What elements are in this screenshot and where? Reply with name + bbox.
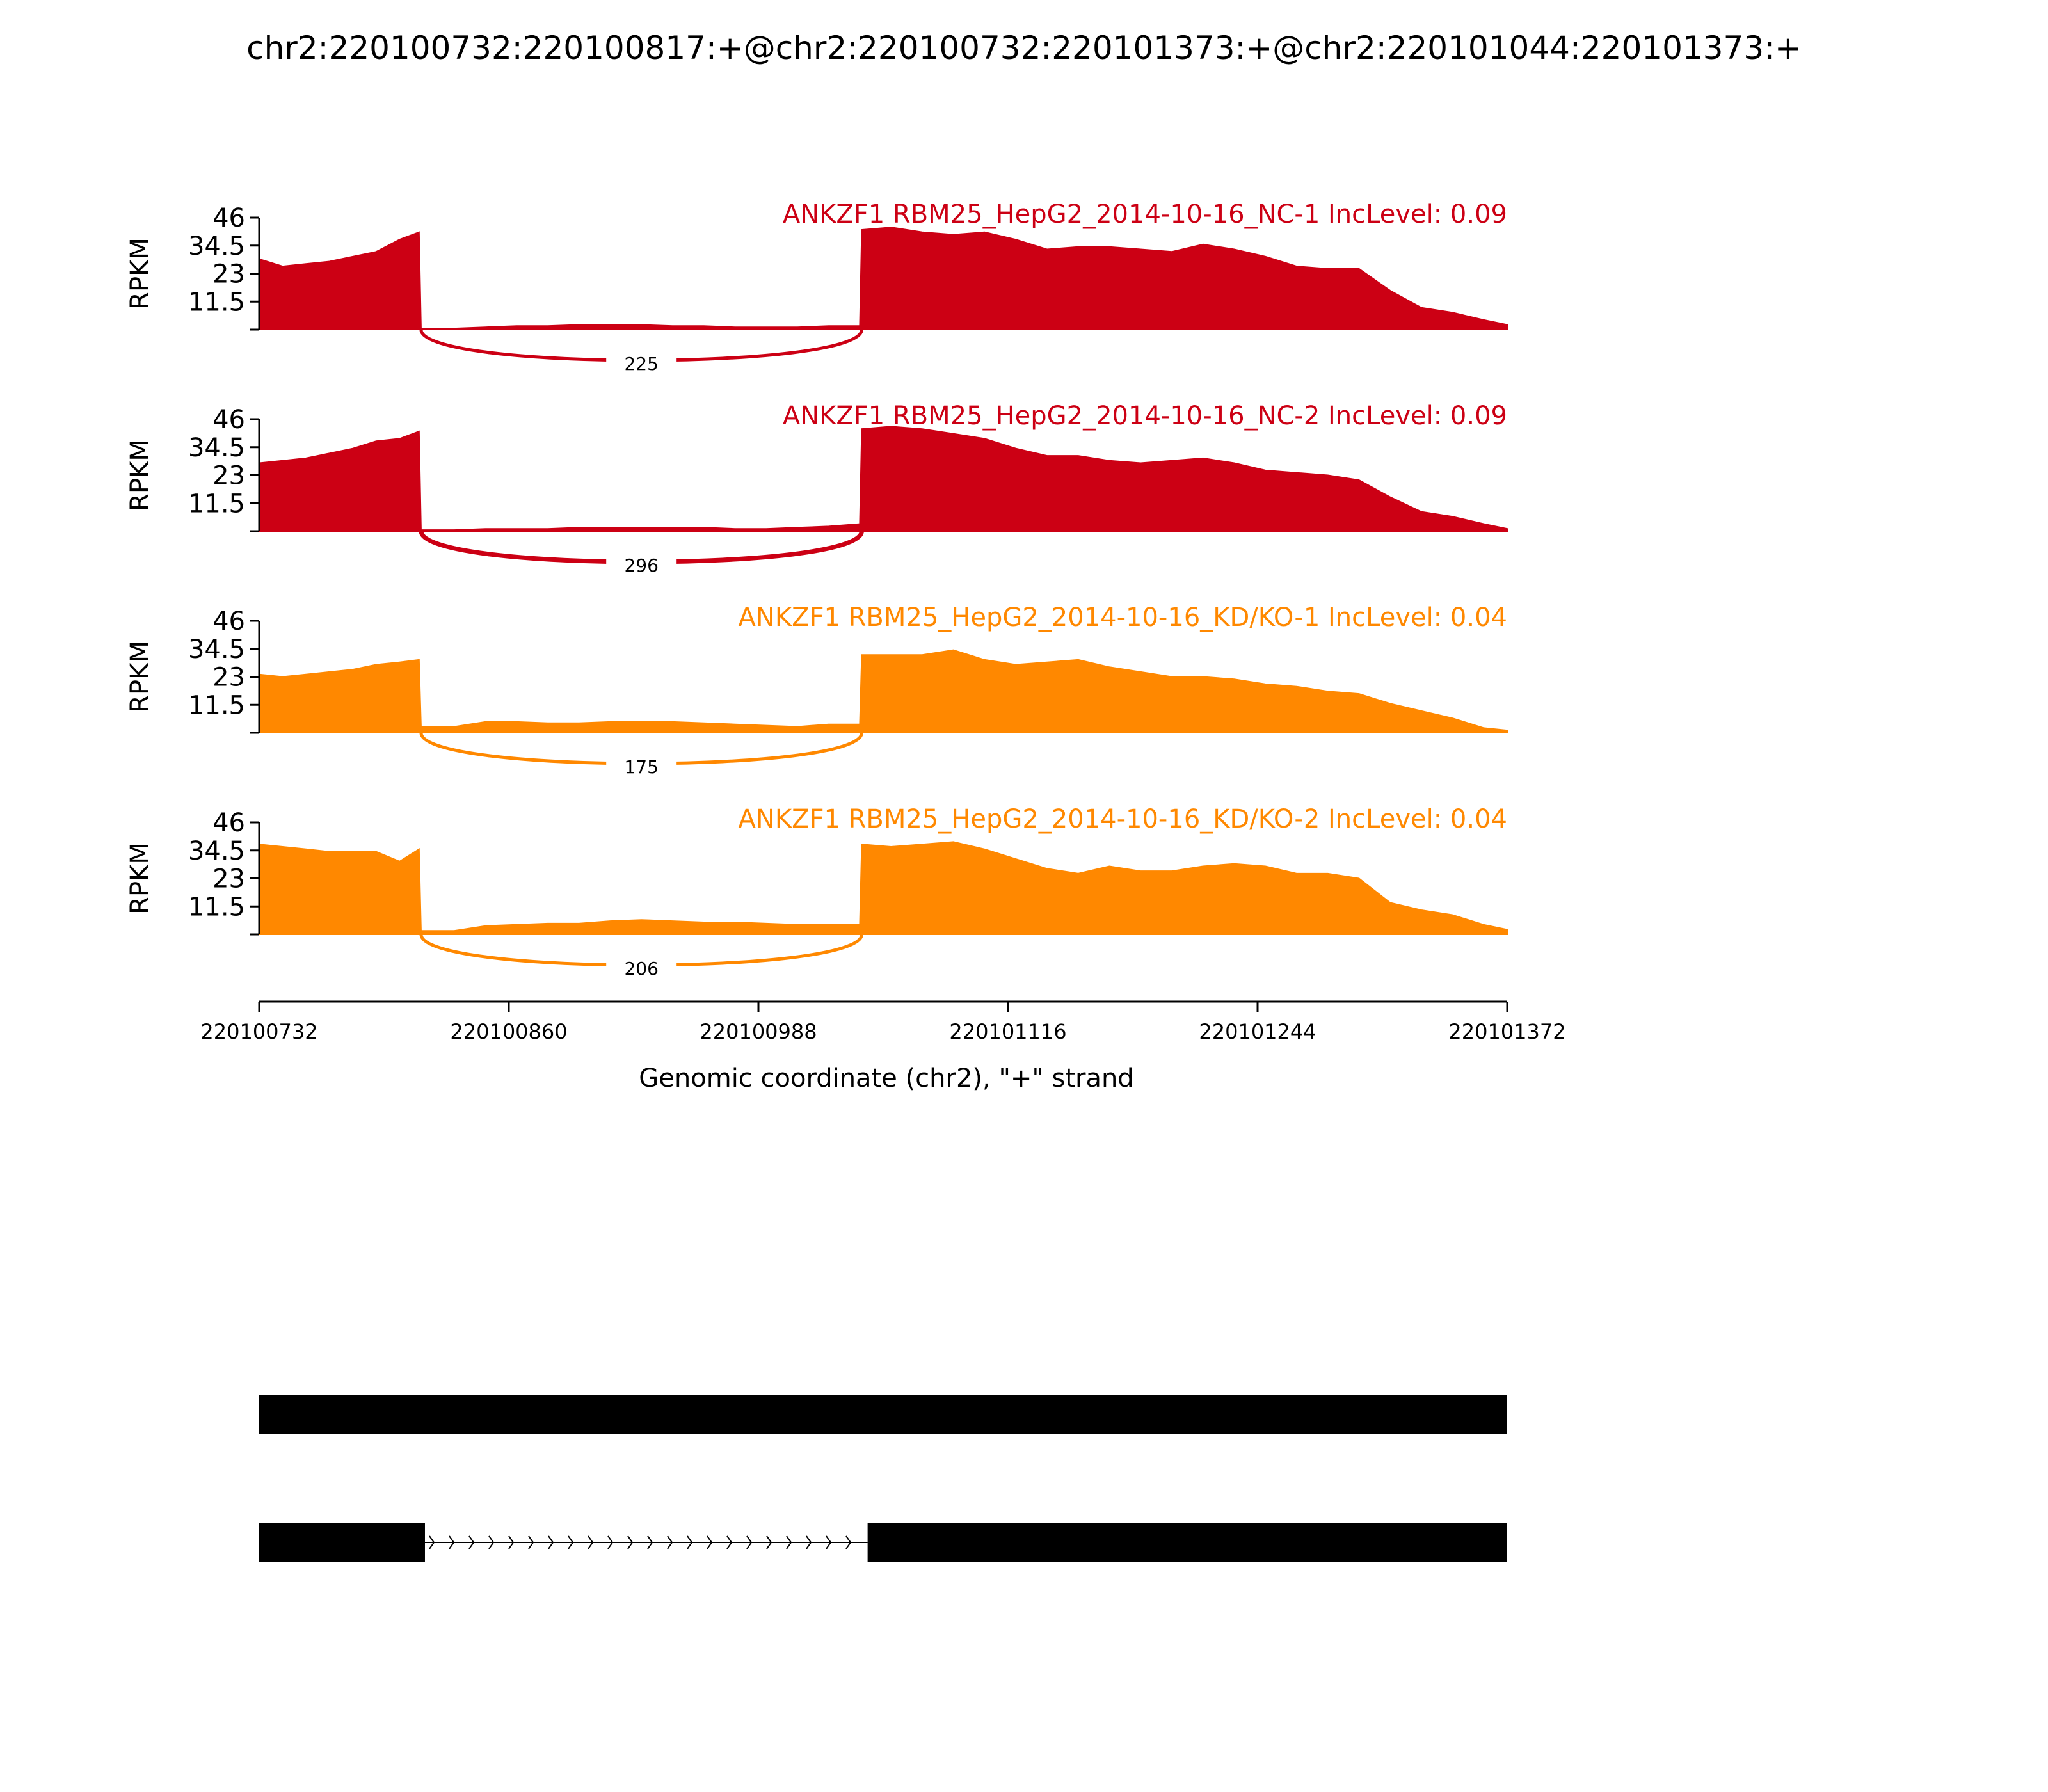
chart-title: chr2:220100732:220100817:+@chr2:22010073… bbox=[246, 29, 1802, 67]
strand-arrow bbox=[468, 1535, 475, 1549]
y-axis-label: RPKM bbox=[125, 439, 155, 511]
track-title: ANKZF1 RBM25_HepG2_2014-10-16_KD/KO-1 In… bbox=[739, 603, 1507, 632]
coverage-area bbox=[259, 227, 1508, 330]
strand-arrow bbox=[826, 1535, 832, 1549]
y-tick-label: 23 bbox=[212, 260, 245, 289]
strand-arrow bbox=[667, 1535, 673, 1549]
gene-models bbox=[259, 1395, 1507, 1562]
strand-arrow bbox=[607, 1535, 614, 1549]
y-tick-label: 11.5 bbox=[188, 287, 245, 317]
strand-arrow bbox=[707, 1535, 713, 1549]
y-tick-label: 34.5 bbox=[188, 635, 245, 664]
y-tick-label: 11.5 bbox=[188, 489, 245, 518]
y-tick-label: 34.5 bbox=[188, 232, 245, 261]
transcript bbox=[259, 1395, 1507, 1434]
strand-arrow bbox=[548, 1535, 554, 1549]
strand-arrow bbox=[786, 1535, 792, 1549]
strand-arrow bbox=[845, 1535, 852, 1549]
x-axis-label: Genomic coordinate (chr2), "+" strand bbox=[639, 1064, 1133, 1093]
strand-arrow bbox=[627, 1535, 634, 1549]
junction-count-label: 225 bbox=[624, 353, 658, 374]
y-tick-label: 46 bbox=[212, 405, 245, 435]
x-tick-label: 220101116 bbox=[949, 1020, 1066, 1044]
strand-arrow bbox=[449, 1535, 455, 1549]
strand-arrow bbox=[806, 1535, 812, 1549]
x-axis: 220100732 220100860 220100988 220101116 2201… bbox=[200, 1000, 1566, 1044]
strand-arrow bbox=[726, 1535, 733, 1549]
y-axis-label: RPKM bbox=[125, 641, 155, 713]
junction-label-bg bbox=[606, 956, 677, 982]
y-axis-label: RPKM bbox=[125, 237, 155, 310]
y-tick-label: 34.5 bbox=[188, 836, 245, 866]
exon bbox=[259, 1395, 1507, 1434]
x-tick-label: 220100860 bbox=[450, 1020, 567, 1044]
x-tick-label: 220101244 bbox=[1199, 1020, 1316, 1044]
track-title: ANKZF1 RBM25_HepG2_2014-10-16_NC-1 IncLe… bbox=[783, 200, 1507, 229]
y-tick-label: 23 bbox=[212, 663, 245, 692]
y-tick-label: 46 bbox=[212, 607, 245, 636]
transcript bbox=[259, 1523, 1507, 1562]
strand-arrow bbox=[528, 1535, 534, 1549]
exon bbox=[867, 1523, 1507, 1562]
x-tick-label: 220101372 bbox=[1448, 1020, 1565, 1044]
junction-count-label: 206 bbox=[624, 958, 658, 979]
strand-arrow bbox=[588, 1535, 594, 1549]
strand-arrow bbox=[647, 1535, 653, 1549]
y-tick-label: 46 bbox=[212, 204, 245, 233]
junction-label-bg bbox=[606, 351, 677, 377]
strand-arrow bbox=[746, 1535, 753, 1549]
x-tick-label: 220100732 bbox=[200, 1020, 317, 1044]
strand-arrow bbox=[508, 1535, 515, 1549]
exon bbox=[259, 1523, 425, 1562]
track-title: ANKZF1 RBM25_HepG2_2014-10-16_KD/KO-2 In… bbox=[739, 804, 1507, 834]
strand-arrow bbox=[488, 1535, 495, 1549]
y-tick-label: 34.5 bbox=[188, 433, 245, 463]
junction-label-bg bbox=[606, 553, 677, 579]
strand-arrow bbox=[429, 1535, 435, 1549]
y-tick-label: 23 bbox=[212, 461, 245, 491]
strand-arrow bbox=[568, 1535, 574, 1549]
strand-arrow bbox=[766, 1535, 772, 1549]
coverage-area bbox=[259, 841, 1508, 935]
y-tick-label: 11.5 bbox=[188, 892, 245, 922]
junction-label-bg bbox=[606, 755, 677, 780]
y-tick-label: 46 bbox=[212, 808, 245, 838]
x-tick-label: 220100988 bbox=[700, 1020, 817, 1044]
track-title: ANKZF1 RBM25_HepG2_2014-10-16_NC-2 IncLe… bbox=[783, 401, 1507, 431]
junction-count-label: 296 bbox=[624, 555, 658, 576]
y-axis-label: RPKM bbox=[125, 842, 155, 915]
strand-arrow bbox=[687, 1535, 693, 1549]
junction-count-label: 175 bbox=[624, 756, 658, 778]
coverage-area bbox=[259, 426, 1508, 532]
y-tick-label: 11.5 bbox=[188, 691, 245, 720]
coverage-area bbox=[259, 649, 1508, 733]
y-tick-label: 23 bbox=[212, 865, 245, 894]
